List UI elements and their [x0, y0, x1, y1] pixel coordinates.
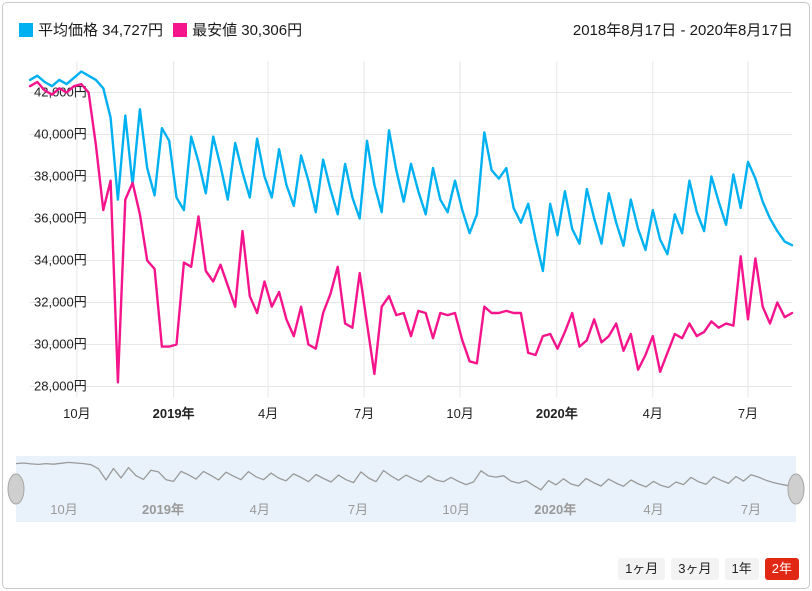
x-axis-label: 10月 [446, 406, 473, 421]
x-axis-label: 7月 [354, 406, 374, 421]
x-axis-label: 2019年 [153, 406, 195, 421]
chart-legend: 平均価格 34,727円 最安値 30,306円 2018年8月17日 - 20… [19, 19, 793, 40]
x-axis-label: 4月 [643, 406, 663, 421]
y-axis-label: 38,000円 [34, 169, 87, 184]
range-button-1year[interactable]: 1年 [724, 558, 759, 580]
x-axis-label: 4月 [258, 406, 278, 421]
y-axis-label: 36,000円 [34, 211, 87, 226]
navigator-series-line [15, 461, 797, 491]
navigator[interactable]: 10月 2019年 4月 7月 10月 2020年 4月 7月 [4, 451, 808, 551]
navigator-axis-label: 2020年 [534, 502, 576, 517]
x-axis-label: 7月 [738, 406, 758, 421]
navigator-selected-area[interactable] [16, 456, 796, 522]
y-axis-label: 28,000円 [34, 379, 87, 394]
lowest-series-swatch-icon [173, 22, 188, 37]
y-axis-label: 32,000円 [34, 295, 87, 310]
navigator-handle-right[interactable] [787, 473, 805, 505]
navigator-axis-label: 7月 [741, 502, 761, 517]
navigator-axis-label: 4月 [643, 502, 663, 517]
series-line-lowest-price [28, 80, 794, 384]
x-axis-label: 2020年 [536, 406, 578, 421]
y-axis-label: 34,000円 [34, 253, 87, 268]
navigator-axis-label: 7月 [348, 502, 368, 517]
legend-item-lowest[interactable]: 最安値 30,306円 [173, 19, 302, 40]
navigator-handle-left[interactable] [7, 473, 25, 505]
range-button-2years[interactable]: 2年 [764, 558, 799, 580]
navigator-axis-label: 10月 [443, 502, 470, 517]
y-axis-label: 30,000円 [34, 337, 87, 352]
range-button-3months[interactable]: 3ヶ月 [671, 558, 719, 580]
average-series-swatch-icon [19, 22, 33, 37]
x-axis-label: 10月 [63, 406, 90, 421]
range-selector: 1ヶ月 3ヶ月 1年 2年 [618, 558, 799, 580]
y-axis-label: 42,000円 [34, 85, 87, 100]
series-line-average-price [28, 70, 794, 273]
price-chart: 10月 2019年 4月 7月 10月 2020年 4月 7月 28,000円 30,000円 32… [28, 61, 794, 421]
navigator-axis-label: 10月 [50, 502, 77, 517]
y-axis-label: 40,000円 [34, 127, 87, 142]
average-series-label: 平均価格 34,727円 [38, 22, 164, 39]
navigator-axis-label: 4月 [250, 502, 270, 517]
lowest-series-label: 最安値 30,306円 [192, 22, 303, 39]
range-button-1month[interactable]: 1ヶ月 [618, 558, 666, 580]
navigator-axis-label: 2019年 [142, 502, 184, 517]
date-range-label: 2018年8月17日 - 2020年8月17日 [572, 22, 793, 39]
legend-item-average[interactable]: 平均価格 34,727円 [19, 19, 163, 40]
